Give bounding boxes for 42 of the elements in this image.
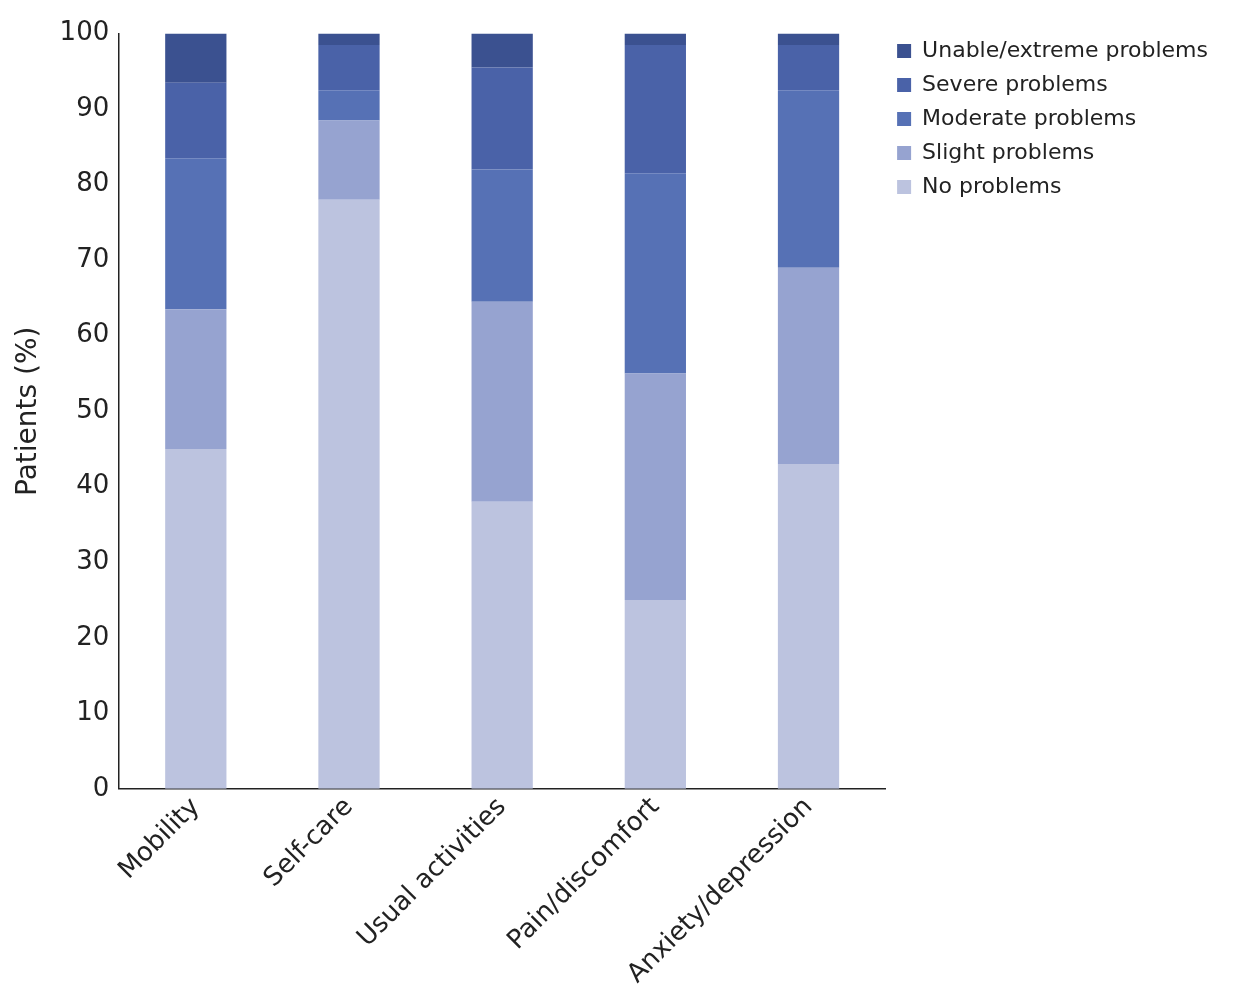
bar bbox=[165, 448, 227, 789]
y-tick-label: 30 bbox=[76, 545, 110, 576]
y-tick-label: 50 bbox=[76, 393, 110, 424]
bar bbox=[624, 173, 686, 374]
y-tick-label: 90 bbox=[76, 91, 110, 122]
legend-label: Slight problems bbox=[922, 138, 1095, 164]
bar bbox=[777, 267, 840, 465]
bar bbox=[777, 44, 840, 91]
bar bbox=[624, 33, 686, 45]
bar bbox=[624, 44, 686, 174]
y-tick-label: 10 bbox=[76, 696, 110, 727]
legend-label: Unable/extreme problems bbox=[922, 36, 1209, 62]
bar bbox=[318, 90, 380, 121]
legend-label: Moderate problems bbox=[922, 104, 1137, 130]
bar bbox=[165, 33, 227, 83]
bar bbox=[471, 501, 533, 789]
bar bbox=[165, 158, 227, 310]
bar bbox=[165, 309, 227, 449]
bar bbox=[471, 67, 533, 170]
bar bbox=[624, 600, 686, 789]
bar bbox=[777, 33, 840, 45]
bar bbox=[471, 169, 533, 302]
legend-label: No problems bbox=[922, 172, 1062, 198]
y-tick-label: 60 bbox=[76, 318, 110, 349]
bar bbox=[777, 464, 840, 789]
bar bbox=[318, 44, 380, 91]
bar bbox=[318, 199, 380, 789]
bar bbox=[165, 82, 227, 159]
bar bbox=[471, 301, 533, 502]
y-tick-label: 80 bbox=[76, 167, 110, 198]
bar bbox=[318, 120, 380, 200]
y-tick-label: 20 bbox=[76, 620, 110, 651]
bar bbox=[318, 33, 380, 45]
y-tick-label: 100 bbox=[59, 16, 110, 47]
y-axis-title: Patients (%) bbox=[10, 326, 44, 496]
bar bbox=[624, 373, 686, 601]
y-tick-label: 70 bbox=[76, 242, 110, 273]
legend-label: Severe problems bbox=[922, 70, 1108, 96]
y-tick-label: 40 bbox=[76, 469, 110, 500]
y-tick-label: 0 bbox=[92, 771, 110, 802]
bar bbox=[777, 90, 840, 268]
bar bbox=[471, 33, 533, 68]
